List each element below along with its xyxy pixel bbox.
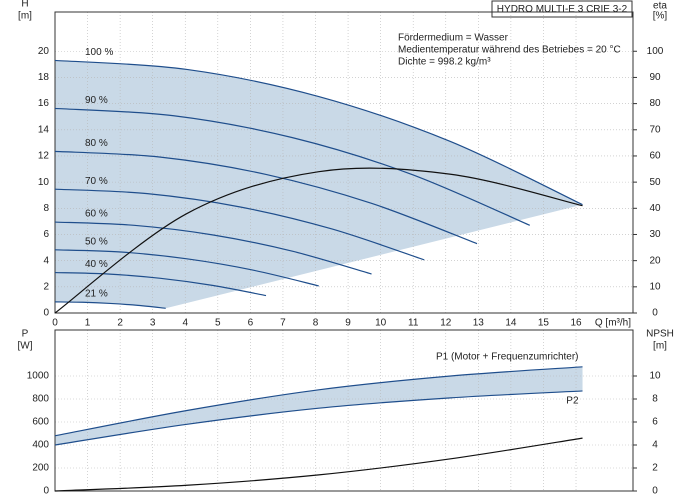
x-tick-label: 15 — [538, 318, 550, 329]
y-tick-label: 200 — [32, 463, 49, 474]
y-unit: [m] — [18, 11, 32, 22]
y-label: H — [21, 0, 28, 10]
x-tick-label: 7 — [280, 318, 286, 329]
speed-label: 100 % — [85, 47, 113, 58]
curve — [54, 150, 478, 245]
x-tick-label: 3 — [150, 318, 156, 329]
y2-tick-label: 30 — [649, 229, 661, 240]
annotation: Dichte = 998.2 kg/m³ — [398, 57, 491, 68]
plot-frame — [54, 329, 634, 492]
y-tick-label: 600 — [32, 417, 49, 428]
y-tick-label: 0 — [43, 308, 49, 319]
title: HYDRO MULTI-E 3 CRIE 3-2 — [497, 4, 628, 15]
y-tick-label: 0 — [43, 486, 49, 497]
y2-unit: [%] — [653, 11, 668, 22]
x-tick-label: 10 — [375, 318, 387, 329]
y-tick-label: 800 — [32, 394, 49, 405]
curve — [54, 437, 583, 492]
y2-tick-label: 8 — [652, 394, 658, 405]
y-tick-label: 6 — [43, 229, 49, 240]
x-tick-label: 16 — [570, 318, 582, 329]
x-tick-label: 6 — [248, 318, 254, 329]
speed-label: 70 % — [85, 176, 108, 187]
y-unit: [W] — [18, 341, 33, 352]
speed-label: 21 % — [85, 289, 108, 300]
y2-tick-label: 90 — [649, 72, 661, 83]
annotation: Medientemperatur während des Betriebes =… — [398, 45, 621, 56]
x-tick-label: 1 — [85, 318, 91, 329]
y-tick-label: 18 — [38, 72, 50, 83]
y-label: P — [22, 329, 29, 340]
x-tick-label: 13 — [473, 318, 485, 329]
y-tick-label: 2 — [43, 281, 49, 292]
curve — [54, 366, 583, 437]
curve — [54, 390, 583, 446]
curve — [54, 107, 531, 226]
curve — [54, 167, 583, 314]
y-tick-label: 4 — [43, 255, 49, 266]
x-tick-label: 11 — [408, 318, 419, 329]
x-label: Q [m³/h] — [595, 318, 631, 329]
y2-tick-label: 50 — [649, 177, 661, 188]
y2-tick-label: 20 — [649, 255, 661, 266]
y2-tick-label: 10 — [649, 281, 661, 292]
curve — [54, 221, 372, 275]
curve — [54, 188, 425, 261]
x-tick-label: 0 — [52, 318, 58, 329]
operating-area — [55, 60, 583, 309]
y2-tick-label: 40 — [649, 203, 661, 214]
x-tick-label: 12 — [440, 318, 452, 329]
curve-label: P1 (Motor + Frequenzumrichter) — [436, 351, 579, 362]
y-tick-label: 1000 — [27, 371, 50, 382]
title-box — [491, 0, 633, 18]
curve — [54, 249, 319, 287]
x-tick-label: 5 — [215, 318, 221, 329]
curve-label: P2 — [566, 396, 579, 407]
x-tick-label: 8 — [313, 318, 319, 329]
speed-label: 40 % — [85, 259, 108, 270]
speed-label: 90 % — [85, 95, 108, 106]
y2-tick-label: 0 — [652, 486, 658, 497]
y-tick-label: 10 — [38, 177, 50, 188]
y-tick-label: 16 — [38, 98, 50, 109]
y-tick-label: 20 — [38, 46, 50, 57]
y2-tick-label: 2 — [652, 463, 658, 474]
y2-unit: [m] — [653, 341, 667, 352]
y-tick-label: 8 — [43, 203, 49, 214]
curve — [54, 301, 166, 309]
y-tick-label: 14 — [38, 124, 50, 135]
curve — [54, 59, 583, 206]
curve — [54, 271, 267, 297]
x-tick-label: 9 — [345, 318, 351, 329]
x-tick-label: 4 — [182, 318, 188, 329]
operating-area — [55, 366, 583, 445]
annotation: Fördermedium = Wasser — [398, 33, 509, 44]
y2-tick-label: 10 — [649, 371, 661, 382]
y2-tick-label: 80 — [649, 98, 661, 109]
y2-tick-label: 60 — [649, 151, 661, 162]
y2-tick-label: 0 — [652, 308, 658, 319]
y2-tick-label: 4 — [652, 440, 658, 451]
speed-label: 50 % — [85, 236, 108, 247]
y2-tick-label: 6 — [652, 417, 658, 428]
y2-label: eta — [653, 1, 667, 12]
speed-label: 60 % — [85, 209, 108, 220]
x-tick-label: 2 — [117, 318, 123, 329]
y2-tick-label: 100 — [647, 46, 664, 57]
plot-frame — [54, 11, 634, 314]
y-tick-label: 12 — [38, 151, 50, 162]
speed-label: 80 % — [85, 138, 108, 149]
x-tick-label: 14 — [505, 318, 517, 329]
y2-label: NPSH — [646, 329, 674, 340]
y2-tick-label: 70 — [649, 124, 661, 135]
y-tick-label: 400 — [32, 440, 49, 451]
